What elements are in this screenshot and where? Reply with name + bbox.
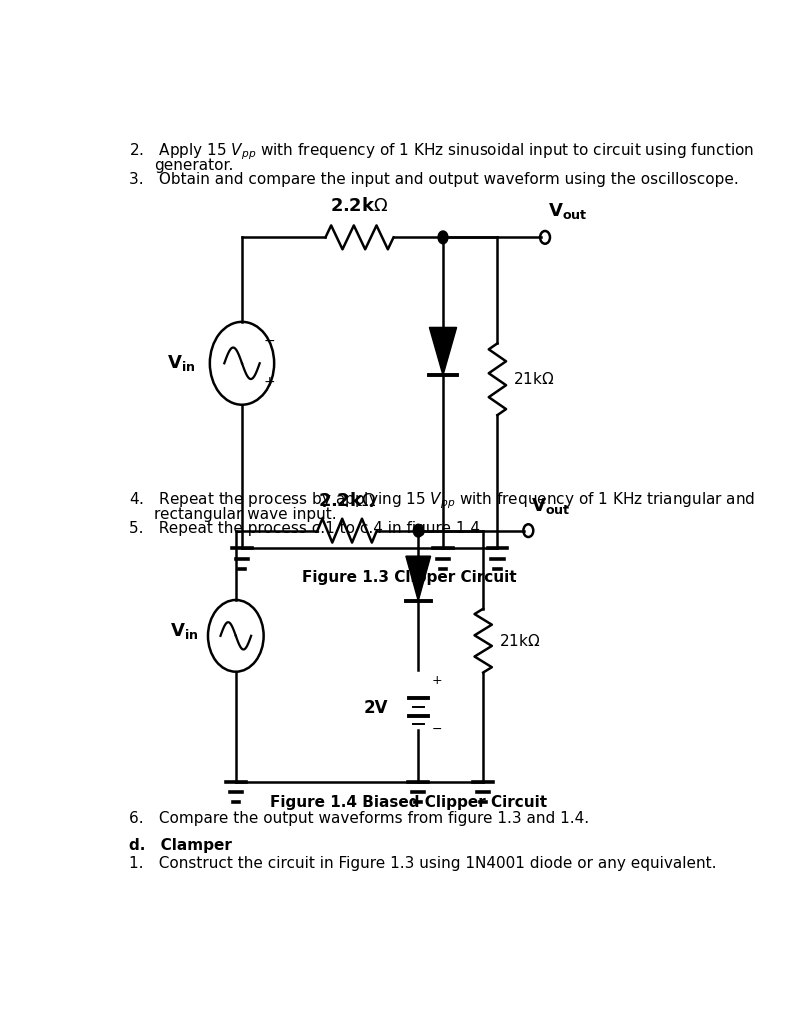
Text: 1. Construct the circuit in Figure 1.3 using 1N4001 diode or any equivalent.: 1. Construct the circuit in Figure 1.3 u…: [129, 856, 717, 870]
Text: 2.2k$\Omega$: 2.2k$\Omega$: [330, 197, 389, 215]
Text: $\mathbf{V}_{\mathbf{out}}$: $\mathbf{V}_{\mathbf{out}}$: [548, 202, 587, 221]
Text: $\mathbf{V}_{\mathbf{in}}$: $\mathbf{V}_{\mathbf{in}}$: [168, 353, 196, 374]
Polygon shape: [429, 327, 456, 376]
Text: 21k$\Omega$: 21k$\Omega$: [499, 632, 540, 649]
Text: 2. Apply 15 $V_{pp}$ with frequency of 1 KHz sinusoidal input to circuit using f: 2. Apply 15 $V_{pp}$ with frequency of 1…: [129, 142, 754, 162]
Text: 4. Repeat the process by applying 15 $V_{pp}$ with frequency of 1 KHz triangular: 4. Repeat the process by applying 15 $V_…: [129, 491, 756, 511]
Text: 2.2k$\Omega$: 2.2k$\Omega$: [318, 492, 376, 510]
Text: generator.: generator.: [154, 157, 234, 173]
Circle shape: [413, 525, 423, 537]
Text: 21k$\Omega$: 21k$\Omega$: [513, 372, 555, 387]
Circle shape: [438, 231, 448, 244]
Text: rectangular wave input.: rectangular wave input.: [154, 507, 337, 522]
Text: 6. Compare the output waveforms from figure 1.3 and 1.4.: 6. Compare the output waveforms from fig…: [129, 811, 590, 826]
Text: $\mathbf{V}_{\mathbf{out}}$: $\mathbf{V}_{\mathbf{out}}$: [531, 497, 571, 516]
Text: $\mathbf{V}_{\mathbf{in}}$: $\mathbf{V}_{\mathbf{in}}$: [170, 621, 199, 642]
Polygon shape: [406, 556, 431, 600]
Text: 5. Repeat the process c.1 to c.4 in figure 1.4.: 5. Repeat the process c.1 to c.4 in figu…: [129, 521, 485, 536]
Text: −: −: [263, 333, 275, 348]
Text: +: +: [432, 674, 442, 687]
Text: 2V: 2V: [364, 700, 389, 717]
Text: d. Clamper: d. Clamper: [129, 838, 232, 853]
Text: 3. Obtain and compare the input and output waveform using the oscilloscope.: 3. Obtain and compare the input and outp…: [129, 172, 739, 187]
Text: −: −: [432, 723, 442, 736]
Text: +: +: [263, 375, 275, 389]
Text: Figure 1.4 Biased Clipper Circuit: Figure 1.4 Biased Clipper Circuit: [271, 795, 547, 810]
Text: Figure 1.3 Clipper Circuit: Figure 1.3 Clipper Circuit: [302, 570, 516, 586]
